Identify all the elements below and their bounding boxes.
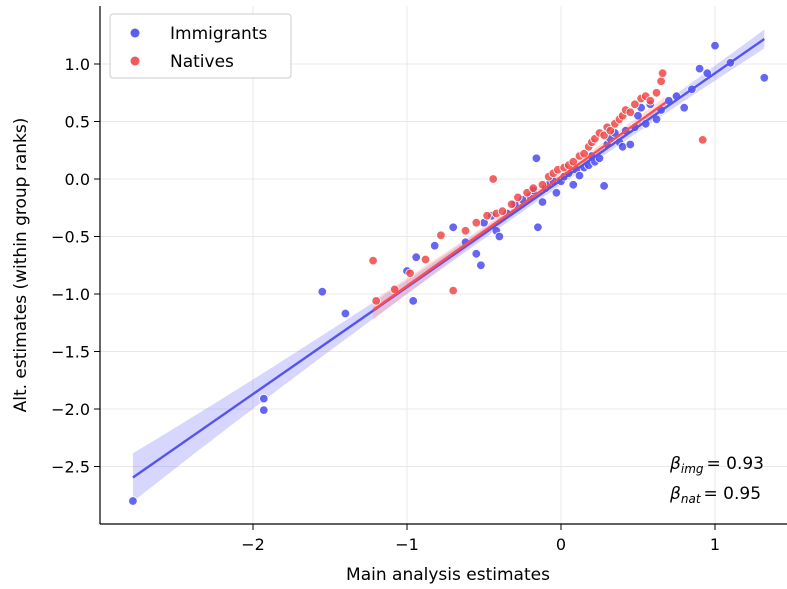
point-natives xyxy=(482,211,492,221)
point-natives xyxy=(368,255,378,266)
point-immigrants xyxy=(710,40,720,51)
point-immigrants xyxy=(574,170,585,181)
point-natives xyxy=(405,268,415,279)
point-immigrants xyxy=(411,252,421,262)
data-points xyxy=(128,40,770,506)
x-tick-label: −2 xyxy=(241,535,265,554)
legend-label-immigrants: Immigrants xyxy=(170,24,267,44)
y-tick-label: −1.0 xyxy=(51,285,90,304)
point-immigrants xyxy=(759,73,770,83)
point-natives xyxy=(436,230,446,241)
point-immigrants xyxy=(568,180,579,190)
fit-lines xyxy=(132,38,765,479)
point-natives xyxy=(497,206,508,216)
legend-box xyxy=(109,13,292,79)
point-immigrants xyxy=(259,405,269,415)
point-immigrants xyxy=(617,142,628,152)
y-tick-label: −0.5 xyxy=(51,228,90,247)
x-tick-label: 1 xyxy=(710,535,720,554)
fit-line-immigrants xyxy=(132,38,765,479)
axes xyxy=(99,6,787,525)
y-tick-label: −2.5 xyxy=(51,458,90,477)
point-natives xyxy=(420,254,431,265)
point-natives xyxy=(471,217,482,228)
beta-img-annotation: βimg = 0.93 xyxy=(669,454,764,476)
point-natives xyxy=(488,174,498,184)
legend-marker-immigrants xyxy=(130,28,140,38)
beta-nat-subscript: nat xyxy=(681,492,702,506)
fit-line-natives xyxy=(372,101,667,311)
beta-img-value: = 0.93 xyxy=(707,454,765,474)
point-natives xyxy=(599,130,609,141)
point-immigrants xyxy=(408,296,418,306)
point-immigrants xyxy=(430,240,440,251)
y-ticks: −2.5 −2.0 −1.5 −1.0 −0.5 0.0 0.5 1.0 xyxy=(51,55,100,477)
beta-img-symbol: β xyxy=(669,454,681,474)
y-tick-label: −2.0 xyxy=(51,400,90,419)
beta-nat-value: = 0.95 xyxy=(704,484,762,504)
point-immigrants xyxy=(599,181,609,191)
point-natives xyxy=(656,76,666,87)
point-immigrants xyxy=(551,188,562,198)
point-natives xyxy=(448,285,458,296)
point-immigrants xyxy=(494,231,505,242)
point-immigrants xyxy=(340,308,351,319)
point-immigrants xyxy=(533,222,543,233)
x-tick-label: 0 xyxy=(556,535,566,554)
point-natives xyxy=(371,296,381,306)
point-immigrants xyxy=(633,111,643,121)
beta-nat-symbol: β xyxy=(669,484,681,504)
point-natives xyxy=(645,96,656,106)
point-natives xyxy=(507,199,517,210)
y-axis-label: Alt. estimates (within group ranks) xyxy=(11,118,31,413)
point-natives xyxy=(698,135,708,145)
point-natives xyxy=(657,68,668,78)
y-tick-label: −1.5 xyxy=(51,343,90,362)
y-tick-label: 1.0 xyxy=(65,55,90,74)
point-immigrants xyxy=(625,139,636,150)
point-natives xyxy=(651,88,662,98)
beta-nat-annotation: βnat = 0.95 xyxy=(669,484,761,506)
point-immigrants xyxy=(476,260,486,271)
x-ticks: −2 −1 0 1 xyxy=(241,524,720,554)
point-natives xyxy=(522,188,532,198)
legend-marker-natives xyxy=(130,56,140,66)
point-immigrants xyxy=(537,197,548,207)
beta-img-subscript: img xyxy=(681,462,704,476)
legend-label-natives: Natives xyxy=(170,52,234,72)
point-immigrants xyxy=(259,393,269,404)
point-natives xyxy=(568,157,579,167)
legend: Immigrants Natives xyxy=(109,13,292,79)
coefficient-annotations: βimg = 0.93 βnat = 0.95 xyxy=(669,454,764,506)
point-immigrants xyxy=(317,287,328,297)
y-tick-label: 0.0 xyxy=(65,170,90,189)
point-natives xyxy=(605,125,616,136)
point-natives xyxy=(630,99,640,110)
point-immigrants xyxy=(531,153,542,164)
point-natives xyxy=(579,148,589,159)
point-natives xyxy=(513,192,523,203)
point-natives xyxy=(625,107,636,118)
x-axis-label: Main analysis estimates xyxy=(346,565,550,585)
x-tick-label: −1 xyxy=(395,535,419,554)
point-immigrants xyxy=(448,222,458,233)
point-immigrants xyxy=(128,496,138,506)
point-natives xyxy=(460,226,471,236)
point-natives xyxy=(528,183,539,193)
point-immigrants xyxy=(471,249,482,259)
point-immigrants xyxy=(679,102,689,113)
y-tick-label: 0.5 xyxy=(65,113,90,132)
point-immigrants xyxy=(694,63,705,74)
